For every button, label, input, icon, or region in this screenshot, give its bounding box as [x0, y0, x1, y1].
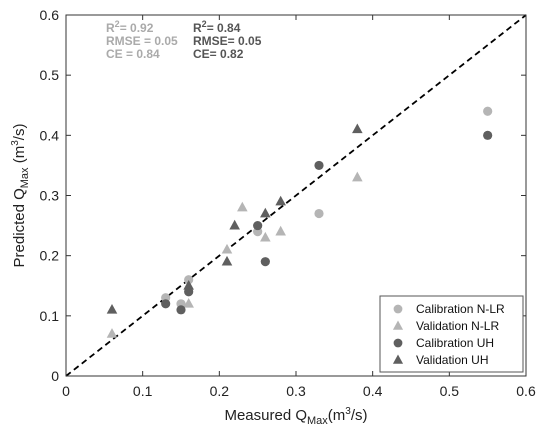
x-tick-label: 0.1	[133, 383, 153, 399]
legend-marker	[392, 320, 404, 330]
one-to-one-line	[65, 14, 527, 377]
stat-line: RMSE= 0.05	[193, 34, 262, 48]
data-points	[106, 106, 493, 338]
data-point	[260, 207, 271, 218]
y-tick-label: 0	[51, 368, 59, 384]
data-point	[221, 255, 233, 266]
data-point	[314, 160, 324, 171]
x-tick-label: 0.2	[210, 383, 230, 399]
data-point	[183, 298, 194, 308]
data-point	[253, 220, 263, 231]
legend-box	[379, 295, 524, 373]
y-tick-label: 0.2	[40, 248, 60, 264]
data-point	[260, 257, 270, 267]
data-point	[106, 328, 118, 338]
y-axis-label: Predicted QMax (m3/s)	[10, 124, 31, 268]
legend-marker	[392, 354, 404, 364]
reference-line-group	[65, 14, 527, 377]
data-point	[161, 299, 171, 309]
x-tick-label: 0.5	[440, 383, 460, 399]
legend-marker	[393, 304, 403, 314]
legend-label: Calibration N-LR	[416, 302, 505, 316]
data-point	[483, 130, 493, 140]
axis-ticks: 0 0.1 0.2 0.3 0.4 0.5 0.6 0 0.1 0.2 0.3 0.4 0.5 0.6	[40, 7, 536, 399]
data-point	[352, 171, 363, 182]
data-point	[229, 219, 240, 230]
legend-label: Validation UH	[416, 353, 488, 367]
x-axis-label: Measured QMax(m3/s)	[224, 406, 367, 427]
y-tick-label: 0.5	[40, 67, 60, 83]
data-point	[352, 123, 363, 134]
x-tick-label: 0.6	[516, 383, 536, 399]
data-point	[314, 208, 324, 219]
data-point	[184, 275, 194, 285]
data-point	[176, 305, 186, 315]
data-point	[106, 304, 118, 314]
y-tick-label: 0.6	[40, 7, 60, 23]
legend-marker	[393, 338, 403, 348]
data-point	[260, 231, 271, 242]
stat-line: CE = 0.84	[106, 47, 160, 61]
stat-line: R2= 0.84	[193, 19, 241, 35]
y-tick-label: 0.1	[40, 308, 60, 324]
x-tick-label: 0.3	[286, 383, 306, 399]
data-point	[483, 106, 493, 116]
legend-label: Calibration UH	[416, 336, 494, 350]
data-point	[275, 195, 286, 206]
y-tick-label: 0.3	[40, 188, 60, 204]
x-tick-label: 0.4	[363, 383, 383, 399]
data-point	[183, 279, 194, 290]
legend: Calibration N-LR Validation N-LR Calibrati…	[379, 295, 524, 373]
legend-label: Validation N-LR	[416, 319, 499, 333]
stat-line: R2= 0.92	[106, 19, 154, 35]
stat-line: CE= 0.82	[193, 47, 244, 61]
data-point	[275, 225, 286, 236]
x-tick-label: 0	[62, 383, 70, 399]
stat-line: RMSE = 0.05	[106, 34, 178, 48]
data-point	[221, 243, 233, 254]
y-tick-label: 0.4	[40, 127, 60, 143]
data-point	[237, 201, 248, 212]
